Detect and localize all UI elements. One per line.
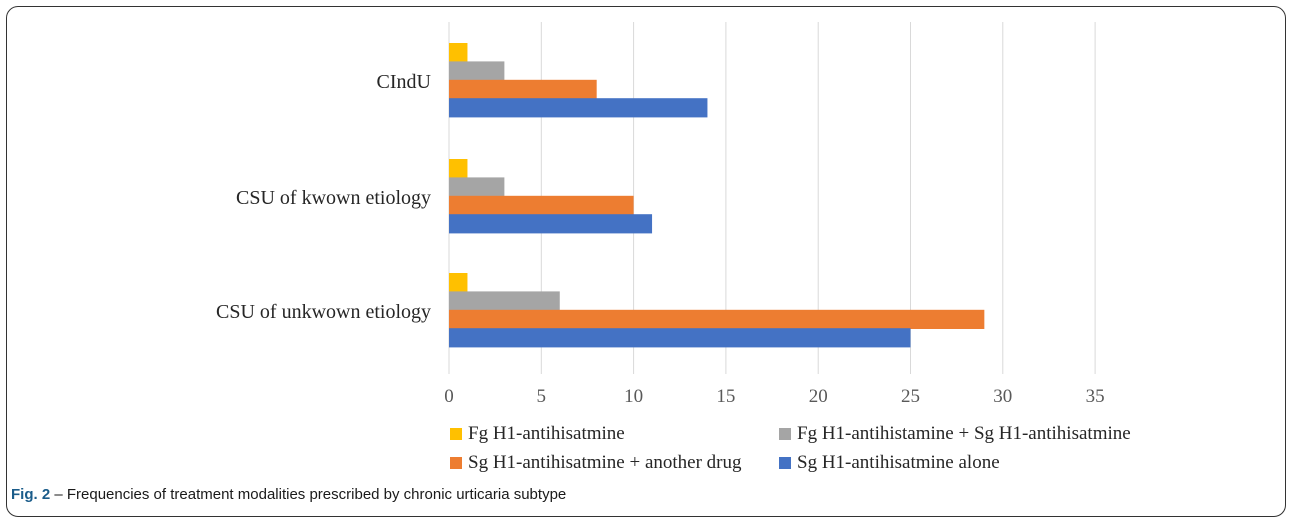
legend-label: Fg H1-antihisatmine (468, 423, 625, 444)
x-tick-label: 25 (901, 386, 920, 407)
figure-frame (6, 6, 1286, 517)
category-label: CSU of kwown etiology (236, 187, 431, 209)
bar (449, 195, 634, 215)
bar (449, 328, 911, 348)
x-tick-label: 0 (444, 386, 454, 407)
caption-label: Fig. 2 (11, 486, 51, 503)
figure-caption: Fig. 2 – Frequencies of treatment modali… (11, 486, 566, 503)
bar (449, 291, 560, 311)
legend-label: Sg H1-antihisatmine + another drug (468, 452, 742, 473)
legend-label: Sg H1-antihisatmine alone (797, 452, 1000, 473)
legend-item: Fg H1-antihistamine + Sg H1-antihisatmin… (779, 423, 1131, 445)
legend-item: Fg H1-antihisatmine (450, 423, 625, 445)
bar (449, 159, 468, 179)
bar (449, 61, 505, 81)
bar (449, 273, 468, 293)
x-tick-label: 35 (1086, 386, 1105, 407)
x-tick-label: 5 (537, 386, 547, 407)
bar (449, 309, 985, 329)
legend-swatch (450, 428, 462, 440)
x-tick-label: 10 (624, 386, 643, 407)
caption-text: – Frequencies of treatment modalities pr… (50, 486, 567, 503)
legend-swatch (450, 457, 462, 469)
legend-item: Sg H1-antihisatmine + another drug (450, 452, 742, 474)
legend-swatch (779, 457, 791, 469)
bar (449, 79, 597, 99)
x-tick-label: 30 (993, 386, 1012, 407)
bar (449, 43, 468, 63)
bar (449, 98, 708, 118)
category-label: CIndU (377, 71, 432, 93)
category-label: CSU of unkwown etiology (216, 301, 431, 323)
bar (449, 214, 653, 234)
legend-label: Fg H1-antihistamine + Sg H1-antihisatmin… (797, 423, 1131, 444)
x-tick-label: 15 (716, 386, 735, 407)
legend-swatch (779, 428, 791, 440)
x-tick-label: 20 (809, 386, 828, 407)
bar (449, 177, 505, 197)
legend-item: Sg H1-antihisatmine alone (779, 452, 1000, 474)
